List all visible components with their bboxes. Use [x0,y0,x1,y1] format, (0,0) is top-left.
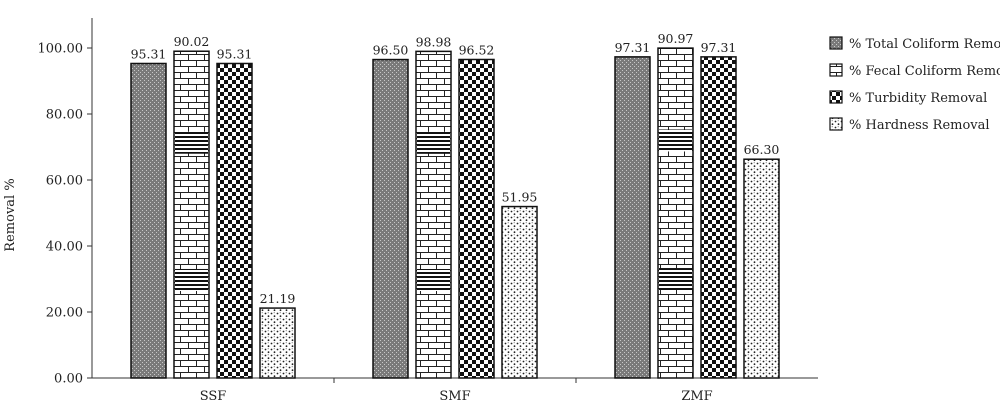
legend-swatch [829,63,843,77]
data-label: 21.19 [260,291,296,306]
bars-group [130,47,780,379]
data-labels-group: 95.31 90.02 95.31 21.19 96.50 98.98 96.52 51.95… [131,31,780,306]
x-tick-label: SSF [200,389,227,404]
bar-band-decoration [659,268,692,291]
bar [614,56,651,379]
legend-label: % Turbidity Removal [849,91,987,106]
y-tick-label: 100.00 [38,42,84,57]
bar-ssf-series-1 [130,62,167,379]
data-label: 90.02 [174,34,210,49]
bar-smf-series-1 [372,58,409,379]
bar [372,58,409,379]
bar [216,62,253,379]
bar-zmf-series-1 [614,56,651,379]
data-label: 95.31 [131,46,167,61]
data-label: 96.50 [373,43,409,58]
legend-label: % Fecal Coliform Removal [849,64,1000,79]
bar [259,307,296,379]
legend: % Total Coliform Removal % Fecal Coliform… [829,36,1000,133]
bar-ssf-series-2 [173,50,210,379]
bar-band-decoration [175,131,208,154]
legend-item: % Hardness Removal [829,117,990,133]
bar [501,205,538,379]
bar [415,50,452,379]
bar-band-decoration [659,129,692,152]
data-label: 90.97 [658,31,694,46]
data-label: 97.31 [615,40,651,55]
bar-zmf-series-3 [700,56,737,379]
data-label: 97.31 [701,40,737,55]
legend-swatch [829,117,843,131]
bar-zmf-series-4 [743,158,780,379]
bar-smf-series-4 [501,205,538,379]
y-tick-label: 20.00 [46,306,83,321]
bar-band-decoration [175,268,208,291]
bar-ssf-series-4 [259,307,296,379]
bar [173,50,210,379]
legend-label: % Hardness Removal [849,118,990,133]
bar-smf-series-2 [415,50,452,379]
legend-swatch [829,90,843,104]
bar [743,158,780,379]
bar-ssf-series-3 [216,62,253,379]
bar-smf-series-3 [458,58,495,379]
legend-item: % Total Coliform Removal [829,36,1000,52]
legend-item: % Turbidity Removal [829,90,987,106]
data-label: 96.52 [459,42,495,57]
legend-label: % Total Coliform Removal [849,37,1000,52]
data-label: 51.95 [502,190,538,205]
bar-band-decoration [417,131,450,154]
legend-item: % Fecal Coliform Removal [829,63,1000,79]
y-tick-label: 80.00 [46,108,83,123]
bar [130,62,167,379]
y-tick-label: 60.00 [46,174,83,189]
x-tick-label: SMF [439,389,470,404]
data-label: 98.98 [416,34,452,49]
data-label: 95.31 [217,46,253,61]
bar [458,58,495,379]
bar [657,47,694,379]
legend-swatch [829,36,843,50]
x-tick-label: ZMF [681,389,712,404]
y-axis-title: Removal % [3,178,18,251]
bar-band-decoration [417,269,450,292]
data-label: 66.30 [744,142,780,157]
axes: 0.00 20.00 40.00 60.00 80.00 100.00 SSF SMF ZMF [38,18,818,404]
y-tick-label: 0.00 [54,372,83,387]
bar-zmf-series-2 [657,47,694,379]
y-tick-label: 40.00 [46,240,83,255]
bar [700,56,737,379]
